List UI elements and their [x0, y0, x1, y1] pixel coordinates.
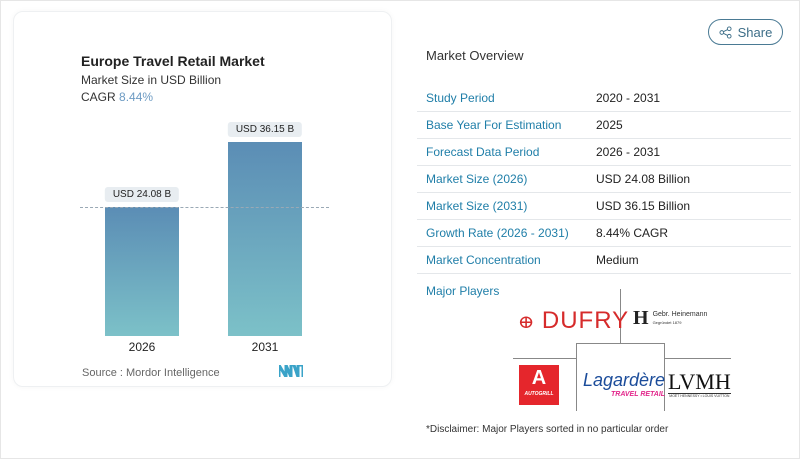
- row-value: USD 36.15 Billion: [596, 199, 691, 213]
- reference-line: [80, 207, 329, 208]
- mordor-logo: [279, 365, 303, 377]
- logo-autogrill: A AUTOGRILL: [519, 365, 559, 405]
- row-value: 8.44% CAGR: [596, 226, 669, 240]
- divider: [620, 289, 621, 343]
- x-tick-label: 2026: [128, 340, 156, 354]
- source: Source : Mordor Intelligence: [82, 367, 220, 379]
- chart-subtitle: Market Size in USD Billion: [81, 73, 222, 87]
- overview-row: Market Size (2026) USD 24.08 Billion: [417, 166, 791, 193]
- row-value: USD 24.08 Billion: [596, 172, 691, 186]
- chart-title: Europe Travel Retail Market: [81, 53, 265, 69]
- overview-row: Growth Rate (2026 - 2031) 8.44% CAGR: [417, 220, 791, 247]
- overview-row: Forecast Data Period 2026 - 2031: [417, 139, 791, 166]
- bar-2026: [105, 206, 179, 336]
- logo-lagardere: Lagardère TRAVEL RETAIL: [583, 370, 666, 398]
- row-value: Medium: [596, 253, 639, 267]
- row-label: Growth Rate (2026 - 2031): [426, 226, 569, 240]
- overview-row: Study Period 2020 - 2031: [417, 85, 791, 112]
- logo-lvmh: LVMH MOËT HENNESSY • LOUIS VUITTON: [668, 369, 731, 398]
- row-value: 2020 - 2031: [596, 91, 661, 105]
- row-label: Study Period: [426, 91, 495, 105]
- row-label: Forecast Data Period: [426, 145, 540, 159]
- overview-row: Market Size (2031) USD 36.15 Billion: [417, 193, 791, 220]
- row-label: Market Concentration: [426, 253, 541, 267]
- row-value: 2025: [596, 118, 623, 132]
- overview-title: Market Overview: [426, 48, 524, 63]
- row-label: Market Size (2026): [426, 172, 528, 186]
- logo-dufry: ⴲ DUFRY: [519, 307, 630, 334]
- share-button[interactable]: Share: [708, 19, 783, 45]
- cagr-value: 8.44%: [119, 90, 154, 104]
- overview-row: Base Year For Estimation 2025: [417, 112, 791, 139]
- chart-card: [13, 11, 392, 387]
- share-icon: [719, 25, 732, 39]
- row-label: Base Year For Estimation: [426, 118, 562, 132]
- divider-box: [576, 343, 665, 411]
- major-players-label: Major Players: [426, 284, 500, 298]
- overview-row: Market Concentration Medium: [417, 247, 791, 274]
- x-tick-label: 2031: [251, 340, 279, 354]
- row-label: Market Size (2031): [426, 199, 528, 213]
- data-label: USD 36.15 B: [227, 122, 303, 137]
- logo-heinemann: H Gebr. Heinemann Gegründet 1879: [633, 307, 708, 329]
- row-value: 2026 - 2031: [596, 145, 661, 159]
- share-label: Share: [737, 24, 773, 40]
- cagr-label: CAGR: [81, 90, 116, 104]
- data-label: USD 24.08 B: [104, 186, 180, 202]
- bar-2031: [228, 142, 302, 336]
- cagr: CAGR 8.44%: [81, 90, 153, 104]
- disclaimer: *Disclaimer: Major Players sorted in no …: [426, 424, 669, 435]
